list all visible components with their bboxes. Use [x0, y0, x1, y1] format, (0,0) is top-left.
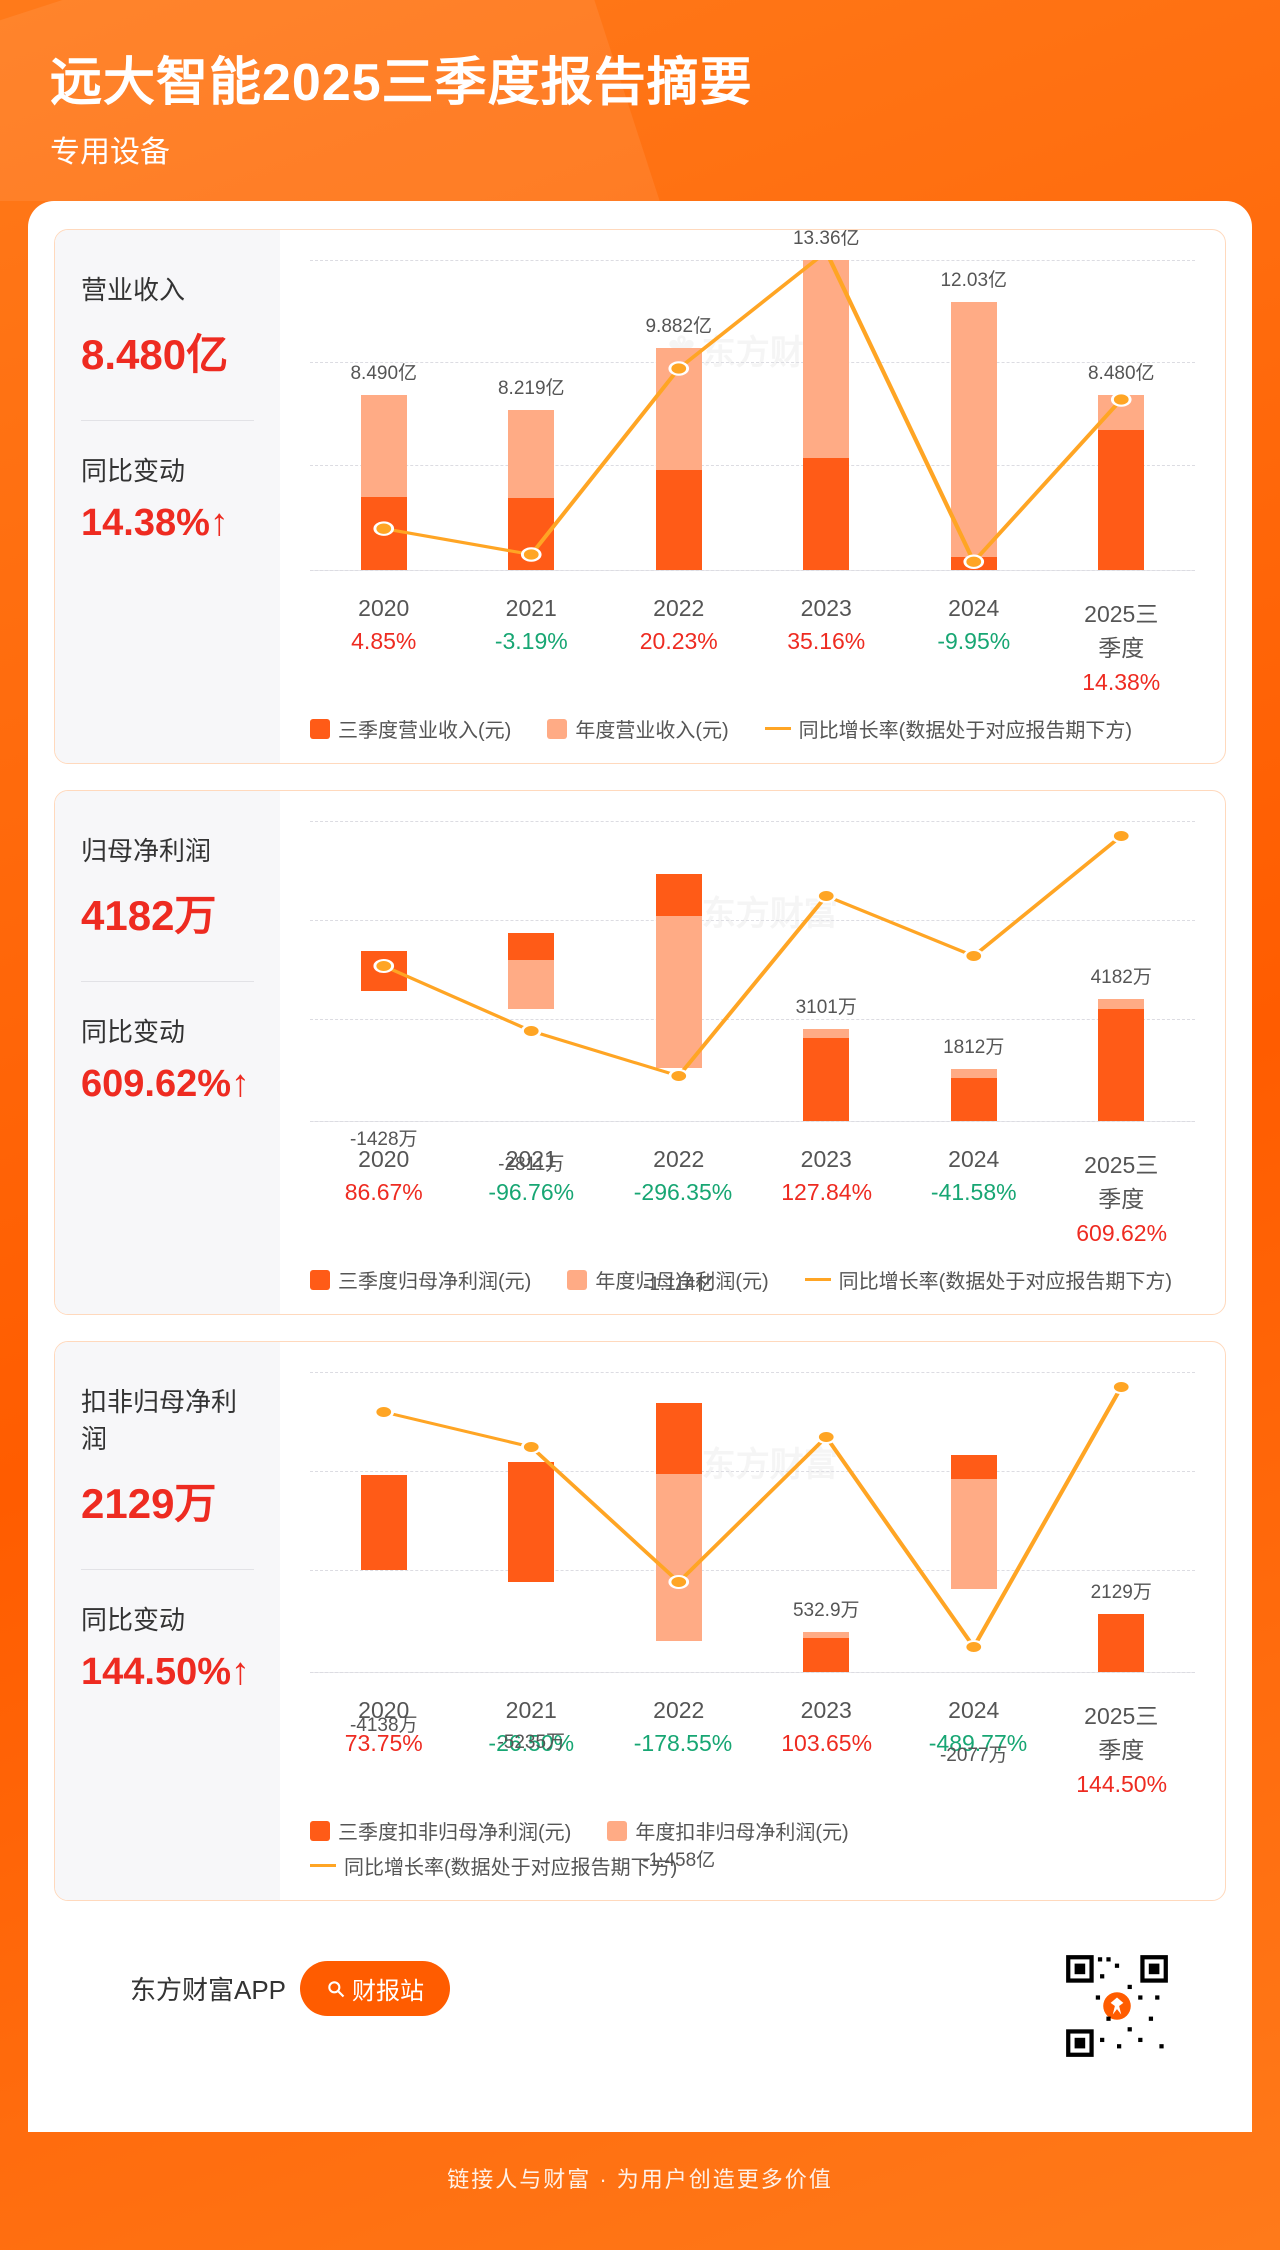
bar-col-2023: 13.36亿 — [781, 260, 871, 570]
bar-col-knp-2025q3: 2129万 — [1076, 1372, 1166, 1672]
legend-row-revenue: 三季度营业收入(元) 年度营业收入(元) 同比增长率(数据处于对应报告期下方) — [310, 714, 1195, 743]
search-icon — [326, 1979, 346, 1999]
metric-value-net-profit: 4182万 — [81, 882, 254, 943]
metric-label-net-profit: 归母净利润 — [81, 831, 254, 868]
header-section: 远大智能2025三季度报告摘要 专用设备 — [0, 0, 1280, 201]
card-adj-net-profit-chart: ✾东方财富 — [280, 1342, 1225, 1900]
page-subtitle: 专用设备 — [50, 127, 1230, 171]
metric-value-adj-net-profit: 2129万 — [81, 1470, 254, 1531]
bar-col-np-2022: -1.114亿 — [634, 821, 724, 1121]
legend-row-adj-net-profit: 三季度扣非归母净利润(元) 年度扣非归母净利润(元) — [310, 1816, 1195, 1845]
bar-col-2022: 9.882亿 — [634, 260, 724, 570]
legend-swatch-dark-3 — [310, 1821, 330, 1841]
x-axis-col-np-2023: 2023 127.84% — [781, 1146, 871, 1247]
x-axis-col-2024: 2024 -9.95% — [929, 595, 1019, 696]
change-value-adj-net-profit: 144.50%↑ — [81, 1651, 254, 1694]
bar-col-np-2023: 3101万 — [781, 821, 871, 1121]
bars-row-adj-net-profit: -4138万 -5235万 -1.458亿 — [310, 1372, 1195, 1672]
bar-col-np-2024: 1812万 — [929, 821, 1019, 1121]
qr-block[interactable]: 扫码查看更多 — [1058, 1947, 1176, 2102]
qr-code-image[interactable] — [1058, 1947, 1176, 2065]
legend-swatch-light-2 — [567, 1270, 587, 1290]
x-axis-col-2025q3: 2025三季度 14.38% — [1076, 595, 1166, 696]
metric-label-revenue: 营业收入 — [81, 270, 254, 307]
card-net-profit-chart: ✾东方财富 — [280, 791, 1225, 1314]
bar-col-2025q3: 8.480亿 — [1076, 260, 1166, 570]
bar-col-knp-2023: 532.9万 — [781, 1372, 871, 1672]
bar-col-np-2021: -2811万 — [486, 821, 576, 1121]
x-axis-col-np-2024: 2024 -41.58% — [929, 1146, 1019, 1247]
bar-col-np-2020: -1428万 — [339, 821, 429, 1121]
x-axis-col-knp-2023: 2023 103.65% — [781, 1697, 871, 1798]
bar-col-knp-2022: -1.458亿 — [634, 1372, 724, 1672]
x-axis-col-2023: 2023 35.16% — [781, 595, 871, 696]
panel-wrap: 营业收入 8.480亿 同比变动 14.38%↑ ✾东方财富 — [28, 201, 1252, 2132]
x-axis-col-2022: 2022 20.23% — [634, 595, 724, 696]
bar-col-knp-2020: -4138万 — [339, 1372, 429, 1672]
bar-col-np-2025q3: 4182万 — [1076, 821, 1166, 1121]
metric-value-revenue: 8.480亿 — [81, 321, 254, 382]
x-axis-col-2021: 2021 -3.19% — [486, 595, 576, 696]
chart-area-revenue: 8.490亿 8.219亿 9.882亿 — [310, 260, 1195, 571]
x-axis-row-adj-net-profit: 2020 73.75% 2021 -26.50% 2022 -178.55% 2… — [310, 1687, 1195, 1798]
footer-bottom: 东方财富APP 财报站 权威 · 专业 · 及时 · 互动 — [54, 1927, 1226, 2122]
bar-col-2021: 8.219亿 — [486, 260, 576, 570]
card-revenue-chart: ✾东方财富 — [280, 230, 1225, 763]
bar-col-knp-2021: -5235万 — [486, 1372, 576, 1672]
x-axis-row-net-profit: 2020 86.67% 2021 -96.76% 2022 -296.35% 2… — [310, 1136, 1195, 1247]
app-pill[interactable]: 东方财富APP 财报站 — [104, 1947, 460, 2030]
legend-row-net-profit: 三季度归母净利润(元) 年度归母净利润(元) 同比增长率(数据处于对应报告期下方… — [310, 1265, 1195, 1294]
x-axis-col-2020: 2020 4.85% — [339, 595, 429, 696]
card-net-profit: 归母净利润 4182万 同比变动 609.62%↑ ✾东方财富 — [54, 790, 1226, 1315]
x-axis-col-np-2020: 2020 86.67% — [339, 1146, 429, 1247]
search-pill-button[interactable]: 财报站 — [300, 1961, 450, 2016]
card-net-profit-left: 归母净利润 4182万 同比变动 609.62%↑ — [55, 791, 280, 1314]
x-axis-col-np-2025q3: 2025三季度 609.62% — [1076, 1146, 1166, 1247]
page-title: 远大智能2025三季度报告摘要 — [50, 40, 1230, 115]
bars-row-net-profit: -1428万 -2811万 -1.114亿 — [310, 821, 1195, 1121]
x-axis-col-knp-2025q3: 2025三季度 144.50% — [1076, 1697, 1166, 1798]
change-value-net-profit: 609.62%↑ — [81, 1063, 254, 1106]
card-revenue: 营业收入 8.480亿 同比变动 14.38%↑ ✾东方财富 — [54, 229, 1226, 764]
change-label-adj-net-profit: 同比变动 — [81, 1600, 254, 1637]
legend-line-icon — [765, 727, 791, 730]
legend-swatch-light — [547, 719, 567, 739]
card-adj-net-profit: 扣非归母净利润 2129万 同比变动 144.50%↑ ✾东方财富 — [54, 1341, 1226, 1901]
legend-line-icon-3 — [310, 1864, 336, 1867]
legend-swatch-dark-2 — [310, 1270, 330, 1290]
change-label-revenue: 同比变动 — [81, 451, 254, 488]
legend-swatch-light-3 — [607, 1821, 627, 1841]
chart-area-adj-net-profit: -4138万 -5235万 -1.458亿 — [310, 1372, 1195, 1673]
app-pill-label: 东方财富APP — [130, 1970, 286, 2007]
bars-row-revenue: 8.490亿 8.219亿 9.882亿 — [310, 260, 1195, 570]
metric-label-adj-net-profit: 扣非归母净利润 — [81, 1382, 254, 1456]
bottom-banner: 链接人与财富 · 为用户创造更多价值 — [0, 2132, 1280, 2230]
bar-col-2020: 8.490亿 — [339, 260, 429, 570]
bar-col-knp-2024: -2077万 — [929, 1372, 1019, 1672]
card-adj-net-profit-left: 扣非归母净利润 2129万 同比变动 144.50%↑ — [55, 1342, 280, 1900]
x-axis-row-revenue: 2020 4.85% 2021 -3.19% 2022 20.23% 2023 … — [310, 585, 1195, 696]
legend-row-adj-net-profit-2: 同比增长率(数据处于对应报告期下方) — [310, 1851, 1195, 1880]
legend-line-icon-2 — [805, 1278, 831, 1281]
card-revenue-left: 营业收入 8.480亿 同比变动 14.38%↑ — [55, 230, 280, 763]
chart-area-net-profit: -1428万 -2811万 -1.114亿 — [310, 821, 1195, 1122]
bar-col-2024: 12.03亿 — [929, 260, 1019, 570]
x-axis-col-knp-2022: 2022 -178.55% — [634, 1697, 724, 1798]
change-label-net-profit: 同比变动 — [81, 1012, 254, 1049]
footer-left: 东方财富APP 财报站 权威 · 专业 · 及时 · 互动 — [104, 1947, 460, 2076]
footer-tagline: 权威 · 专业 · 及时 · 互动 — [104, 2044, 460, 2076]
qr-caption: 扫码查看更多 — [1058, 2075, 1176, 2102]
legend-swatch-dark — [310, 719, 330, 739]
change-value-revenue: 14.38%↑ — [81, 502, 254, 545]
x-axis-col-np-2022: 2022 -296.35% — [634, 1146, 724, 1247]
